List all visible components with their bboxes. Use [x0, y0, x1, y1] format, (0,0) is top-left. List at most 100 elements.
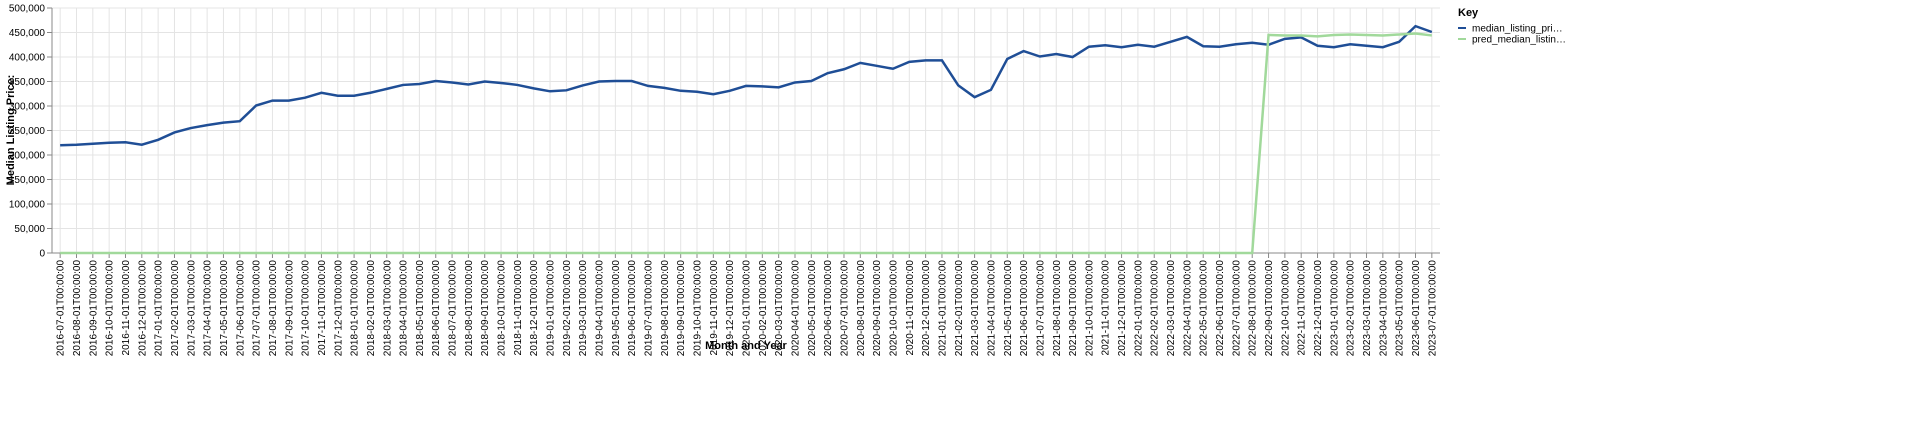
legend-label: median_listing_pri… — [1472, 24, 1563, 35]
x-tick-label: 2023-07-01T00:00:00 — [1427, 260, 1438, 357]
x-tick-label: 2018-08-01T00:00:00 — [464, 260, 475, 357]
x-tick-label: 2021-12-01T00:00:00 — [1117, 260, 1128, 357]
x-tick-label: 2021-03-01T00:00:00 — [970, 260, 981, 357]
x-tick-label: 2020-04-01T00:00:00 — [790, 260, 801, 357]
x-tick-label: 2016-07-01T00:00:00 — [56, 260, 67, 357]
x-tick-label: 2020-02-01T00:00:00 — [758, 260, 769, 357]
x-tick-label: 2022-10-01T00:00:00 — [1280, 260, 1291, 357]
x-tick-label: 2017-02-01T00:00:00 — [170, 260, 181, 357]
x-tick-label: 2019-05-01T00:00:00 — [611, 260, 622, 357]
series-line — [60, 24, 1433, 147]
x-tick-label: 2018-09-01T00:00:00 — [480, 260, 491, 357]
x-tick-label: 2022-01-01T00:00:00 — [1133, 260, 1144, 357]
x-tick-label: 2022-06-01T00:00:00 — [1215, 260, 1226, 357]
x-tick-label: 2017-07-01T00:00:00 — [252, 260, 263, 357]
legend-title: Key — [1458, 7, 1479, 19]
x-tick-label: 2016-09-01T00:00:00 — [88, 260, 99, 357]
x-tick-label: 2018-03-01T00:00:00 — [382, 260, 393, 357]
y-tick-label: 150,000 — [9, 175, 46, 186]
x-tick-label: 2021-05-01T00:00:00 — [1003, 260, 1014, 357]
y-tick-label: 450,000 — [9, 28, 46, 39]
x-tick-label: 2020-03-01T00:00:00 — [774, 260, 785, 357]
x-tick-label: 2018-05-01T00:00:00 — [415, 260, 426, 357]
x-tick-label: 2016-12-01T00:00:00 — [137, 260, 148, 357]
y-tick-label: 100,000 — [9, 200, 46, 211]
series-line — [60, 32, 1432, 255]
x-tick-label: 2019-04-01T00:00:00 — [595, 260, 606, 357]
x-tick-label: 2021-11-01T00:00:00 — [1101, 260, 1112, 356]
x-tick-label: 2022-05-01T00:00:00 — [1199, 260, 1210, 357]
x-tick-label: 2019-01-01T00:00:00 — [546, 260, 557, 357]
y-tick-label: 350,000 — [9, 77, 46, 88]
y-tick-label: 50,000 — [14, 224, 45, 235]
x-tick-label: 2016-10-01T00:00:00 — [105, 260, 116, 357]
y-tick-label: 0 — [39, 249, 45, 260]
x-tick-label: 2023-03-01T00:00:00 — [1362, 260, 1373, 357]
x-tick-label: 2019-06-01T00:00:00 — [627, 260, 638, 357]
x-tick-label: 2018-04-01T00:00:00 — [399, 260, 410, 357]
x-tick-label: 2022-07-01T00:00:00 — [1231, 260, 1242, 357]
x-tick-label: 2017-03-01T00:00:00 — [186, 260, 197, 357]
y-tick-label: 250,000 — [9, 126, 46, 137]
x-tick-label: 2022-11-01T00:00:00 — [1297, 260, 1308, 356]
x-tick-label: 2022-02-01T00:00:00 — [1150, 260, 1161, 357]
x-tick-label: 2022-12-01T00:00:00 — [1313, 260, 1324, 357]
x-tick-label: 2019-11-01T00:00:00 — [709, 260, 720, 356]
x-tick-label: 2023-05-01T00:00:00 — [1395, 260, 1406, 357]
x-tick-label: 2020-10-01T00:00:00 — [888, 260, 899, 357]
x-tick-label: 2023-02-01T00:00:00 — [1346, 260, 1357, 357]
x-tick-label: 2023-06-01T00:00:00 — [1411, 260, 1422, 357]
x-tick-label: 2019-08-01T00:00:00 — [660, 260, 671, 357]
x-tick-label: 2017-04-01T00:00:00 — [203, 260, 214, 357]
x-tick-label: 2021-02-01T00:00:00 — [954, 260, 965, 357]
x-tick-label: 2020-09-01T00:00:00 — [872, 260, 883, 357]
x-tick-label: 2016-08-01T00:00:00 — [72, 260, 83, 357]
x-tick-label: 2022-04-01T00:00:00 — [1182, 260, 1193, 357]
x-tick-label: 2022-03-01T00:00:00 — [1166, 260, 1177, 357]
x-tick-label: 2020-12-01T00:00:00 — [921, 260, 932, 357]
y-tick-label: 200,000 — [9, 151, 46, 162]
x-tick-label: 2021-04-01T00:00:00 — [986, 260, 997, 357]
x-tick-label: 2019-09-01T00:00:00 — [676, 260, 687, 357]
x-tick-label: 2020-07-01T00:00:00 — [839, 260, 850, 357]
x-tick-label: 2021-07-01T00:00:00 — [1035, 260, 1046, 357]
x-tick-label: 2021-01-01T00:00:00 — [937, 260, 948, 357]
x-tick-label: 2019-02-01T00:00:00 — [562, 260, 573, 357]
x-tick-label: 2018-02-01T00:00:00 — [366, 260, 377, 357]
x-tick-label: 2018-06-01T00:00:00 — [431, 260, 442, 357]
x-tick-label: 2021-10-01T00:00:00 — [1084, 260, 1095, 357]
x-tick-label: 2019-03-01T00:00:00 — [578, 260, 589, 357]
x-tick-label: 2022-09-01T00:00:00 — [1264, 260, 1275, 357]
x-tick-label: 2020-11-01T00:00:00 — [905, 260, 916, 356]
x-tick-label: 2017-09-01T00:00:00 — [284, 260, 295, 357]
y-tick-label: 400,000 — [9, 53, 46, 64]
x-tick-label: 2018-12-01T00:00:00 — [529, 260, 540, 357]
x-tick-label: 2019-12-01T00:00:00 — [725, 260, 736, 357]
x-tick-label: 2017-01-01T00:00:00 — [154, 260, 165, 357]
x-tick-label: 2017-08-01T00:00:00 — [268, 260, 279, 357]
x-tick-label: 2019-10-01T00:00:00 — [693, 260, 704, 357]
x-tick-label: 2020-01-01T00:00:00 — [742, 260, 753, 357]
x-tick-label: 2020-08-01T00:00:00 — [856, 260, 867, 357]
x-tick-label: 2018-01-01T00:00:00 — [350, 260, 361, 357]
x-tick-label: 2017-10-01T00:00:00 — [301, 260, 312, 357]
x-tick-label: 2020-05-01T00:00:00 — [807, 260, 818, 357]
x-tick-label: 2020-06-01T00:00:00 — [823, 260, 834, 357]
x-axis-title: Month and Year — [705, 340, 787, 352]
y-tick-label: 500,000 — [9, 4, 46, 15]
x-tick-label: 2017-06-01T00:00:00 — [235, 260, 246, 357]
x-tick-label: 2021-06-01T00:00:00 — [1019, 260, 1030, 357]
x-tick-label: 2017-05-01T00:00:00 — [219, 260, 230, 357]
y-tick-label: 300,000 — [9, 102, 46, 113]
x-tick-label: 2016-11-01T00:00:00 — [121, 260, 132, 356]
y-axis-title: Median Listing Price: — [5, 75, 17, 186]
x-tick-label: 2022-08-01T00:00:00 — [1248, 260, 1259, 357]
x-tick-label: 2021-08-01T00:00:00 — [1052, 260, 1063, 357]
x-tick-label: 2018-11-01T00:00:00 — [513, 260, 524, 356]
x-tick-label: 2023-04-01T00:00:00 — [1378, 260, 1389, 357]
x-tick-label: 2017-11-01T00:00:00 — [317, 260, 328, 356]
legend-label: pred_median_listin… — [1472, 35, 1566, 46]
x-tick-label: 2023-01-01T00:00:00 — [1329, 260, 1340, 357]
x-tick-label: 2018-07-01T00:00:00 — [448, 260, 459, 357]
